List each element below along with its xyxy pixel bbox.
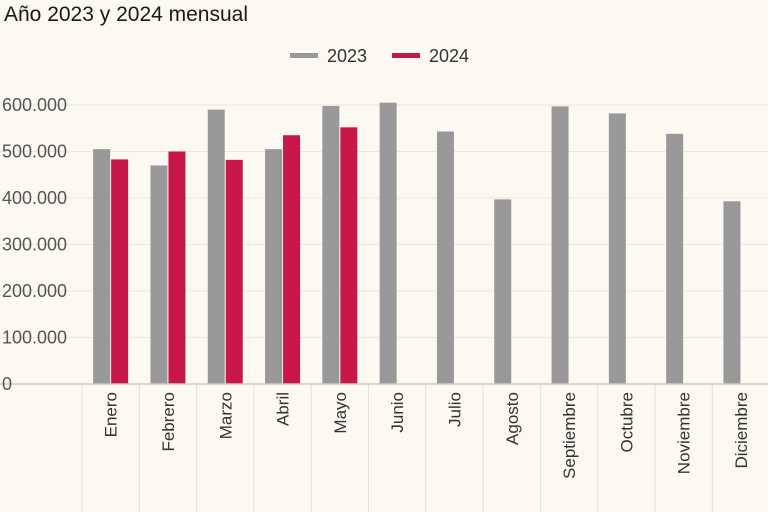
bar-2023-abril [265,149,283,384]
bar-2024-mayo [340,127,358,384]
x-axis-ticks: Enero Febrero Marzo Abril Mayo Junio Julio Agos… [102,392,751,479]
bar-2023-julio [436,131,454,384]
bar-2024-abril [283,135,301,384]
x-tick-label: Marzo [216,392,235,439]
bar-2023-octubre [608,113,626,385]
x-tick-label: Noviembre [675,392,694,474]
legend-label-2023: 2023 [327,46,367,66]
bar-2024-marzo [225,159,243,384]
legend-swatch-2023 [290,53,318,58]
x-tick-label: Agosto [503,392,522,445]
bar-2023-marzo [207,109,225,385]
bar-2023-septiembre [551,106,569,385]
bars [93,102,741,385]
y-tick-label: 500.000 [2,142,67,162]
x-tick-label: Diciembre [732,392,751,469]
bar-2023-agosto [494,199,512,384]
bar-2023-diciembre [723,201,741,384]
category-separators [81,384,713,512]
y-tick-label: 100.000 [2,328,67,348]
bar-2024-febrero [168,151,186,384]
y-axis-ticks: 0 100.000 200.000 300.000 400.000 500.000 600.… [2,95,67,394]
chart-title: Año 2023 y 2024 mensual [4,3,248,26]
x-tick-label: Julio [445,392,464,427]
y-tick-label: 400.000 [2,188,67,208]
bar-2024-enero [111,159,129,384]
legend-label-2024: 2024 [429,46,469,66]
x-tick-label: Febrero [159,392,178,452]
x-tick-label: Junio [388,392,407,433]
bar-2023-mayo [322,105,340,385]
x-tick-label: Enero [102,392,121,437]
y-tick-label: 0 [2,374,12,394]
legend: 2023 2024 [290,46,469,66]
x-tick-label: Abril [274,392,293,426]
legend-swatch-2024 [392,53,420,58]
y-tick-label: 300.000 [2,235,67,255]
bar-2023-noviembre [666,133,684,384]
bar-2023-junio [379,102,397,385]
bar-2023-febrero [150,165,168,384]
bar-2023-enero [93,149,111,384]
x-tick-label: Mayo [331,392,350,434]
y-tick-label: 600.000 [2,95,67,115]
y-tick-label: 200.000 [2,281,67,301]
x-tick-label: Septiembre [560,392,579,479]
x-tick-label: Octubre [617,392,636,452]
